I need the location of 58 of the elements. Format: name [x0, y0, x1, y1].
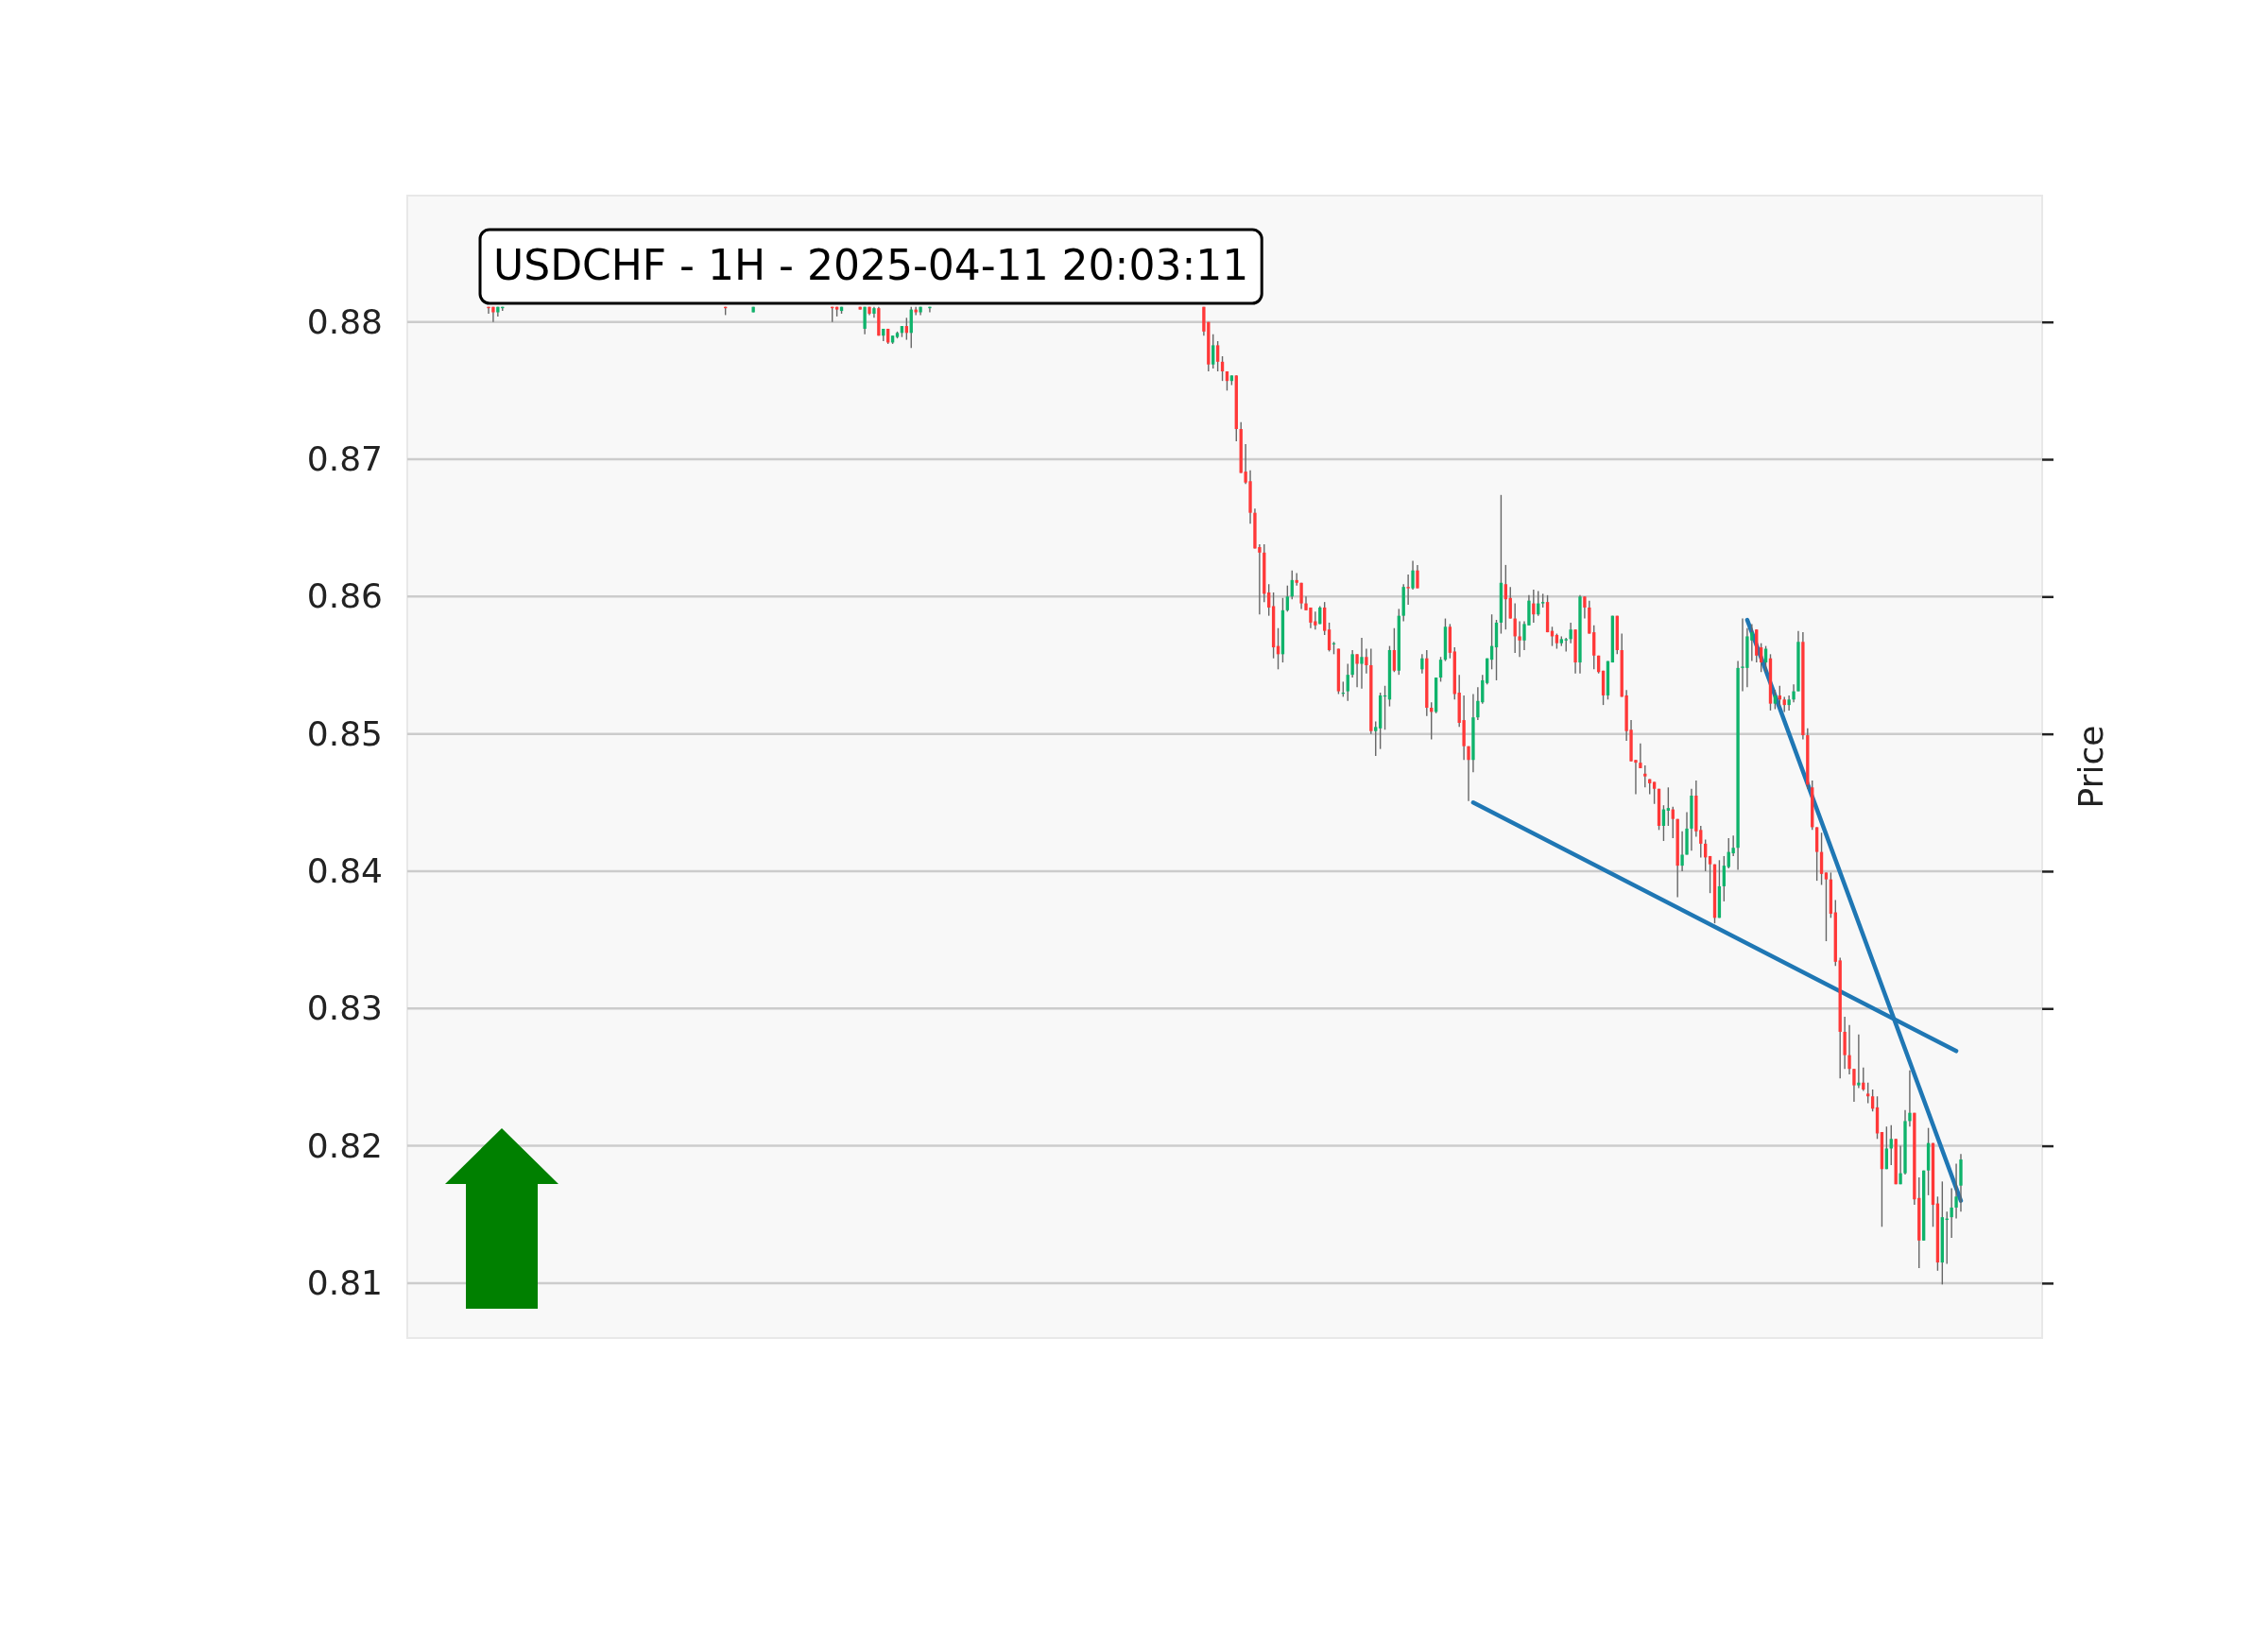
candlestick [1518, 620, 1521, 658]
candlestick [1722, 855, 1727, 902]
candlestick [1708, 855, 1712, 894]
candlestick [1857, 1034, 1861, 1090]
candlestick [1438, 656, 1443, 683]
candlestick [1787, 695, 1791, 712]
candlestick [1503, 564, 1508, 630]
candlestick [1406, 574, 1410, 606]
candlestick [1643, 764, 1647, 788]
y-tick-label: 0.84 [306, 850, 383, 890]
candlestick [1583, 595, 1587, 620]
candlestick [1884, 1125, 1889, 1170]
candlestick [1267, 583, 1271, 617]
candlestick [1954, 1162, 1958, 1220]
candlestick [1639, 743, 1642, 769]
candlestick [1908, 1069, 1912, 1127]
candlestick [1374, 720, 1378, 757]
candlestick [1295, 572, 1298, 587]
candlestick [1467, 746, 1470, 802]
candlestick [1773, 689, 1778, 711]
candlestick [1365, 647, 1368, 675]
text: USDCHF - 1H - 2025-04-11 20:03:11 [493, 241, 1249, 289]
y-tick-label: 0.85 [306, 713, 383, 753]
candlestick [1355, 653, 1359, 688]
y-tick-label: 0.82 [306, 1125, 383, 1165]
candlestick [1420, 653, 1424, 675]
candlestick [1392, 627, 1397, 673]
candlestick [1759, 643, 1763, 673]
y-tick-label: 0.81 [306, 1262, 383, 1302]
candlestick [1299, 582, 1303, 610]
candlestick [1211, 334, 1215, 369]
candlestick [1215, 340, 1220, 372]
candlestick [1666, 786, 1671, 827]
candlestick [1508, 586, 1512, 620]
candlestick [1847, 1023, 1851, 1075]
candlestick [1824, 871, 1829, 942]
candlestick [1899, 1144, 1902, 1185]
candlestick [1652, 781, 1657, 805]
y-axis-title: Price [2071, 725, 2110, 809]
y-tick-label: 0.87 [306, 439, 383, 479]
candlestick [1866, 1082, 1870, 1105]
candlestick [1680, 831, 1684, 872]
candlestick [1346, 662, 1349, 702]
y-tick-label: 0.88 [306, 301, 383, 341]
y-tick-label: 0.86 [306, 576, 383, 616]
candlestick [1569, 622, 1572, 644]
candlestick [1852, 1068, 1856, 1103]
candlestick [1285, 584, 1290, 612]
candlestick [1416, 564, 1419, 590]
candlestick [1411, 559, 1415, 591]
candlestick [1792, 683, 1796, 703]
candlestick [863, 306, 867, 335]
candlestick [1532, 589, 1536, 624]
candlestick [1360, 637, 1364, 690]
candlestick [1950, 1187, 1953, 1239]
candlestick [1327, 622, 1332, 653]
candlestick [1350, 649, 1354, 678]
y-tick-label: 0.83 [306, 988, 383, 1028]
